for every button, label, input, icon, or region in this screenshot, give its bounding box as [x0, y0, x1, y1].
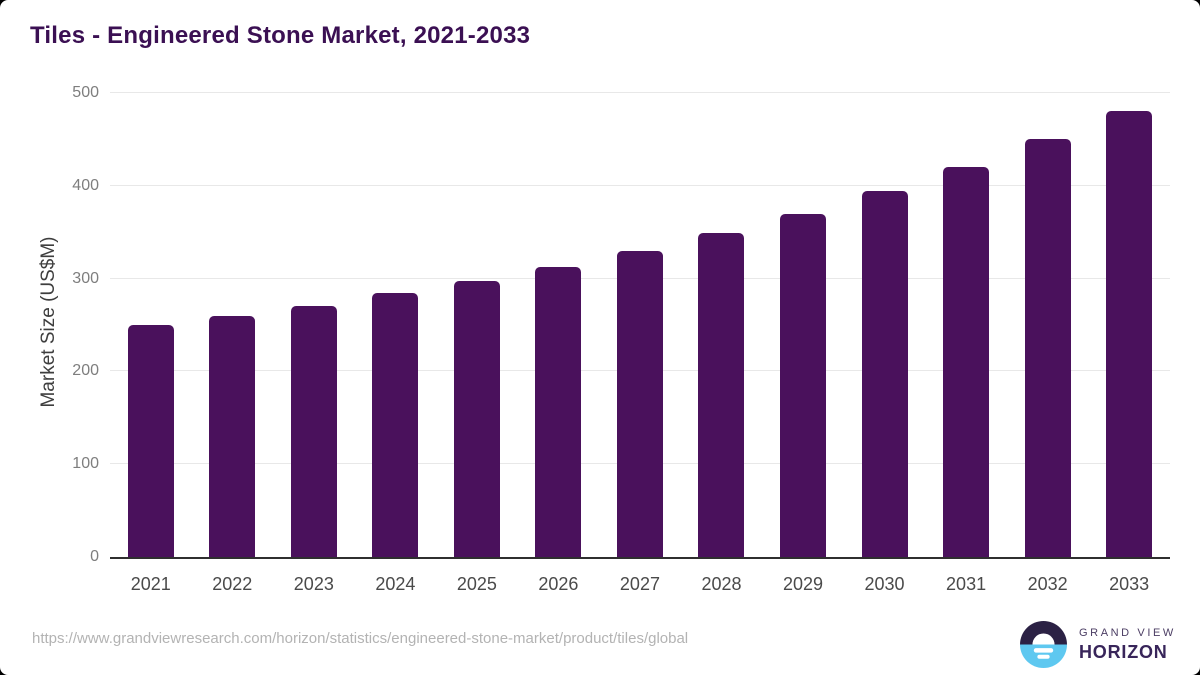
logo-wordmark: GRAND VIEW HORIZON: [1079, 627, 1176, 663]
bar-slot-2023: [273, 93, 355, 557]
x-tick-2030: 2030: [864, 574, 905, 594]
bar-slot-2025: [436, 93, 518, 557]
bar-slot-2029: [762, 93, 844, 557]
x-tick-2024: 2024: [375, 574, 416, 594]
y-axis-title: Market Size (US$M): [38, 236, 59, 408]
bar-slot-2021: [110, 93, 192, 557]
gridline-400: [110, 184, 1170, 186]
bar-2031: [943, 167, 990, 557]
gridline-500: [110, 92, 1170, 93]
x-tick-2025: 2025: [456, 574, 497, 594]
y-tick-400: 400: [72, 176, 99, 194]
bar-2028: [698, 233, 745, 557]
x-tick-2029: 2029: [782, 574, 824, 594]
bar-2029: [780, 213, 827, 557]
y-tick-500: 500: [72, 84, 99, 101]
bar-2025: [453, 281, 500, 557]
chart-title: Tiles - Engineered Stone Market, 2021-20…: [30, 22, 531, 49]
bar-slot-2026: [518, 93, 600, 557]
bar-2026: [535, 266, 582, 557]
y-tick-300: 300: [72, 269, 99, 287]
brand-logo: GRAND VIEW HORIZON: [1020, 621, 1176, 668]
x-tick-2027: 2027: [619, 574, 660, 594]
x-tick-2031: 2031: [946, 574, 987, 594]
logo-text-horizon: HORIZON: [1079, 641, 1168, 662]
bar-slot-2028: [681, 93, 763, 557]
bar-series: [110, 93, 1170, 557]
bar-slot-2030: [844, 93, 926, 557]
x-tick-2023: 2023: [293, 574, 334, 594]
x-tick-2033: 2033: [1109, 574, 1150, 594]
bar-2033: [1106, 110, 1153, 557]
bar-2023: [290, 305, 337, 557]
bar-slot-2024: [355, 93, 437, 557]
bar-2032: [1024, 139, 1071, 557]
bar-slot-2032: [1007, 93, 1089, 557]
x-axis-tick-labels: 2021 2022 2023 2024 2025 2026 2027 2028 2029 2030…: [110, 574, 1170, 594]
x-tick-2026: 2026: [538, 574, 579, 594]
bar-slot-2022: [192, 93, 274, 557]
x-tick-2021: 2021: [130, 574, 171, 594]
bar-slot-2027: [599, 93, 681, 557]
bar-2022: [209, 315, 256, 557]
y-tick-0: 0: [90, 548, 99, 565]
bar-2021: [127, 325, 174, 557]
x-tick-2028: 2028: [701, 574, 742, 594]
bar-slot-2033: [1088, 93, 1170, 557]
x-tick-2022: 2022: [212, 574, 253, 594]
horizon-logo-icon: [1020, 621, 1067, 668]
bar-2030: [861, 191, 908, 557]
bar-2027: [616, 250, 663, 557]
bar-slot-2031: [925, 93, 1007, 557]
bar-2024: [372, 293, 419, 557]
x-tick-2032: 2032: [1027, 574, 1068, 594]
plot-area: [110, 92, 1170, 559]
y-tick-200: 200: [72, 362, 99, 380]
y-tick-100: 100: [72, 455, 99, 473]
logo-text-grand-view: GRAND VIEW: [1079, 626, 1176, 639]
source-url: https://www.grandviewresearch.com/horizo…: [32, 630, 689, 647]
